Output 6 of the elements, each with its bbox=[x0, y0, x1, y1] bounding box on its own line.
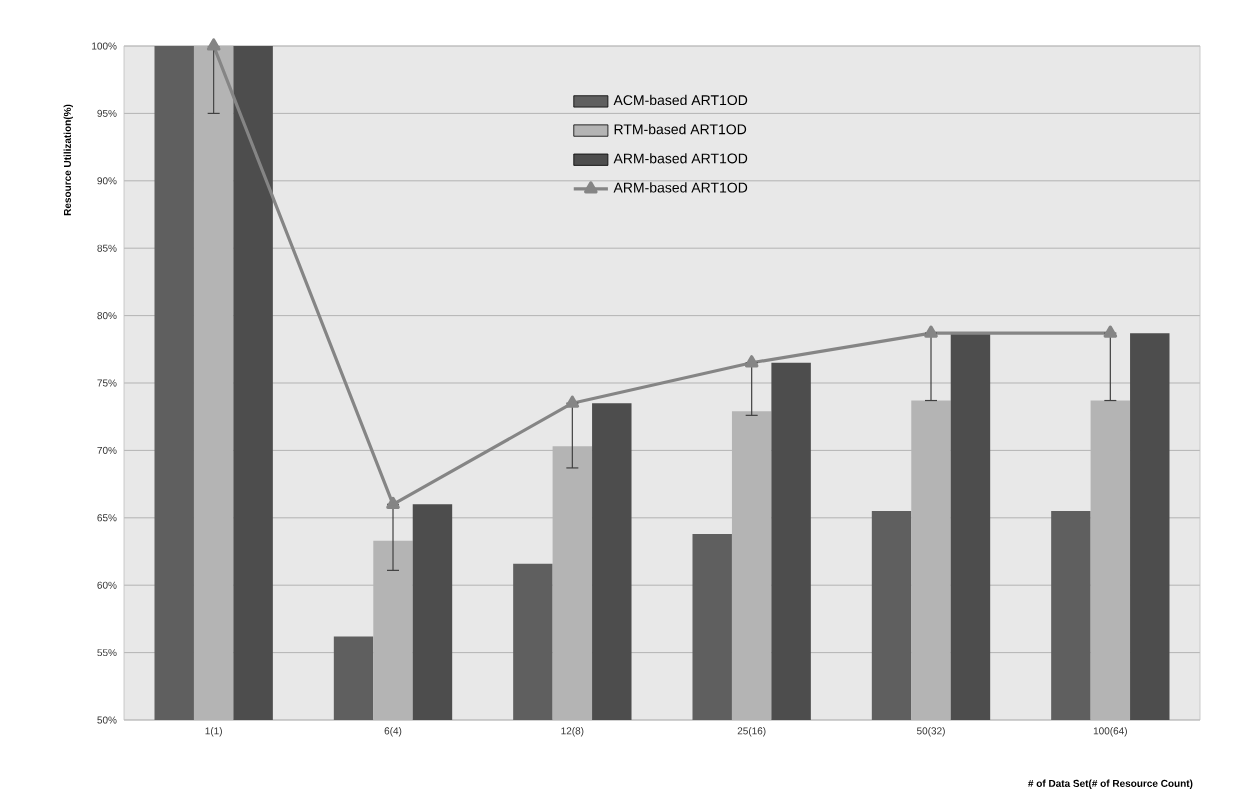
point bbox=[744, 355, 759, 368]
point bbox=[206, 38, 221, 51]
point bbox=[565, 395, 580, 408]
point bbox=[386, 496, 400, 509]
point bbox=[1103, 325, 1118, 338]
point bbox=[924, 325, 938, 338]
